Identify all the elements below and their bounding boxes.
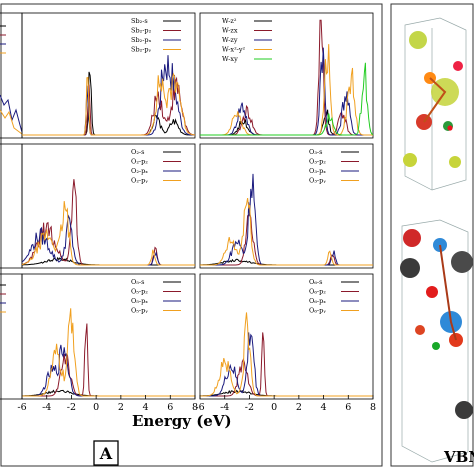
- legend-label: O₂-s: [131, 148, 144, 156]
- x-tick-label: -4: [42, 402, 51, 413]
- structure-bottom: [400, 219, 473, 463]
- structure-caption: VBN: [443, 448, 474, 466]
- legend-label: W-xy: [222, 55, 238, 63]
- legend-label: O₆-p₂: [309, 288, 326, 296]
- x-axis-title: Energy (eV): [132, 412, 232, 430]
- left-cut-panels: [0, 12, 23, 400]
- panel-frame: [199, 273, 374, 400]
- x-tick-label: 4: [143, 402, 149, 413]
- x-tick-label: -2: [67, 402, 76, 413]
- dos-curve-sb2-3: [22, 72, 196, 136]
- x-tick-label: 0: [93, 402, 99, 413]
- legend-label: O₂-pₓ: [131, 167, 148, 175]
- panel-frame: [21, 12, 196, 139]
- legend-label: O₆-pₓ: [309, 297, 326, 305]
- legend-label: O₅-p₂: [131, 288, 148, 296]
- legend-label: O₆-s: [309, 278, 322, 286]
- legend-label: W-x²-y²: [222, 46, 246, 54]
- structure-frame: [390, 3, 474, 467]
- panel-frame: [21, 143, 196, 269]
- dos-curve-o2-0: [22, 256, 195, 266]
- dos-curve-o5-3: [22, 308, 195, 397]
- legend-label: W-z²: [222, 17, 237, 25]
- dos-curve-sb2-2: [22, 55, 195, 136]
- x-tick-label: -4: [220, 402, 229, 413]
- panel-letter: A: [99, 444, 113, 463]
- legend-label: O₅-pᵧ: [131, 307, 148, 315]
- legend-label: O₆-pᵧ: [309, 307, 326, 315]
- legend-label: Sb₂-pᵧ: [131, 46, 152, 54]
- x-tick-label: 6: [167, 402, 173, 413]
- dos-curve-o6-3: [200, 312, 373, 397]
- x-tick-label: 8: [370, 402, 376, 413]
- dos-curve-o2-3: [21, 201, 195, 266]
- legend-label: O₃-pₓ: [309, 167, 326, 175]
- dos-panel-w: W-z² W-zxW-zy W-x²-y²W-xy: [199, 12, 374, 139]
- x-tick-label: 6: [345, 402, 351, 413]
- panel-letter-box: [93, 440, 119, 466]
- legend-label: Sb₂-pₓ: [131, 36, 152, 44]
- dos-curve-o2-1: [21, 179, 195, 266]
- x-tick-label: 0: [271, 402, 277, 413]
- legend-label: Sb₂-s: [131, 17, 148, 25]
- dos-curve-o3-1: [200, 211, 373, 266]
- x-tick-label: -6: [195, 402, 204, 413]
- panel-a-frame: [0, 3, 383, 467]
- panel-frame: [21, 273, 196, 400]
- structure-top: [397, 12, 471, 208]
- x-tick-label: -2: [245, 402, 254, 413]
- x-tick-label: 4: [321, 402, 327, 413]
- dos-curve-o5-2: [22, 344, 195, 397]
- legend-label: O₃-pᵧ: [309, 177, 326, 185]
- dos-curve-sb2-0: [22, 71, 195, 136]
- legend-label: O₃-p₂: [309, 158, 326, 166]
- x-tick-label: 8: [192, 402, 198, 413]
- dos-curve-o3-3: [200, 198, 373, 266]
- panel-frame: [199, 143, 374, 269]
- legend-label: O₃-s: [309, 148, 322, 156]
- x-tick-label: 2: [118, 402, 124, 413]
- legend-label: O₂-p₂: [131, 158, 148, 166]
- legend-label: O₅-s: [131, 278, 144, 286]
- legend-label: O₂-pᵧ: [131, 177, 148, 185]
- dos-curve-w-4: [200, 62, 374, 136]
- legend-label: Sb₂-p₂: [131, 27, 152, 35]
- x-tick-label: 2: [296, 402, 302, 413]
- dos-curve-o5-0: [22, 389, 195, 397]
- dos-curve-o6-0: [200, 389, 373, 397]
- x-tick-label: -6: [17, 402, 26, 413]
- panel-frame: [199, 12, 374, 139]
- legend-label: W-zy: [222, 36, 238, 44]
- legend-label: W-zx: [222, 27, 238, 35]
- legend-label: O₅-pₓ: [131, 297, 148, 305]
